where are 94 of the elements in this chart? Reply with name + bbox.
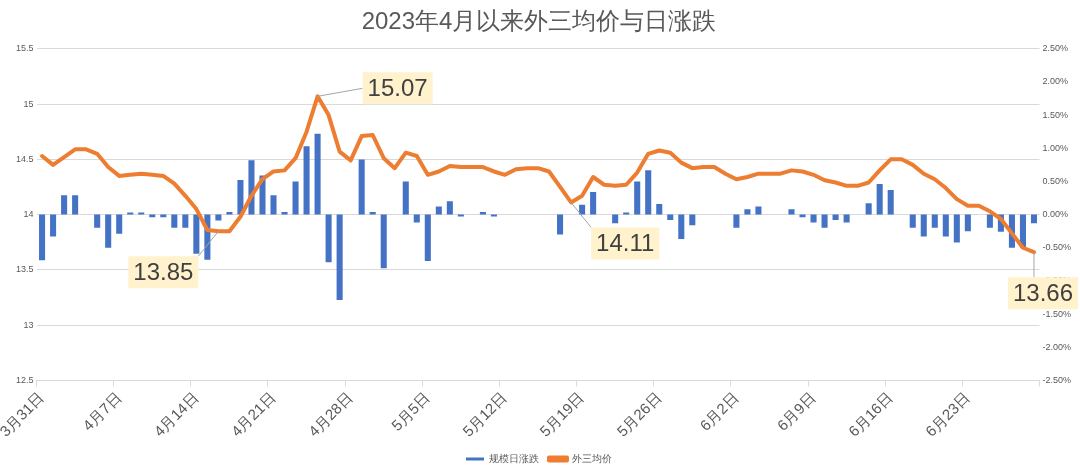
bar [314, 133, 321, 215]
bar [380, 214, 387, 269]
bar [424, 214, 431, 261]
bar [865, 203, 872, 215]
y-tick-label: 13 [23, 319, 34, 330]
bar [986, 214, 993, 228]
bar [292, 181, 299, 215]
bar [810, 214, 817, 223]
y-tick-label: 12.5 [16, 374, 34, 385]
bar [557, 214, 564, 235]
bar [72, 195, 79, 215]
bar [1030, 214, 1037, 224]
chart-title: 2023年4月以来外三均价与日涨跌 [361, 7, 717, 35]
bar [931, 214, 938, 228]
data-label: 13.85 [133, 257, 194, 285]
bar [579, 204, 586, 215]
y2-tick-label: 0.00% [1042, 209, 1069, 220]
bar [226, 211, 233, 215]
bar [237, 180, 244, 215]
bar [105, 214, 112, 248]
bar [667, 214, 674, 220]
y-tick-label: 14.5 [16, 153, 34, 164]
y2-tick-label: -2.00% [1042, 341, 1072, 352]
bar [402, 181, 409, 215]
bar [182, 214, 189, 228]
x-tick-label: 4月7日 [79, 388, 125, 434]
bar [953, 214, 960, 243]
bar [964, 214, 971, 232]
bar [788, 209, 795, 215]
y2-tick-label: 2.50% [1042, 43, 1069, 54]
x-tick-label: 6月23日 [921, 388, 973, 440]
bar [689, 214, 696, 226]
bar [446, 201, 453, 215]
bar [281, 211, 288, 215]
x-tick-label: 5月5日 [387, 388, 433, 434]
x-tick-label: 5月12日 [459, 388, 510, 440]
bar [678, 214, 685, 240]
x-tick-label: 5月26日 [613, 388, 665, 440]
data-label: 14.11 [596, 229, 655, 257]
bar [171, 214, 178, 228]
bar [876, 184, 883, 215]
bar [116, 214, 123, 234]
x-tick-label: 6月2日 [696, 388, 742, 434]
bar [193, 214, 200, 254]
bar [215, 214, 222, 221]
bar [590, 192, 597, 215]
bar [39, 214, 46, 261]
bar [645, 170, 652, 215]
y2-tick-label: -2.50% [1042, 374, 1072, 385]
bar [942, 214, 949, 237]
bar [832, 214, 839, 220]
bar [634, 181, 641, 215]
y-tick-label: 14 [23, 209, 34, 220]
bar [358, 159, 365, 215]
y2-tick-label: 0.50% [1042, 175, 1069, 186]
y-tick-label: 15.5 [16, 43, 34, 54]
bar [336, 214, 343, 301]
bar [479, 211, 486, 215]
x-tick-label: 6月9日 [773, 388, 819, 434]
bar [733, 214, 740, 228]
bar [369, 211, 376, 215]
bar [843, 214, 850, 223]
bar [744, 209, 751, 215]
bar [435, 206, 442, 215]
y2-tick-label: -1.50% [1042, 308, 1072, 319]
bar [755, 206, 762, 215]
bar [909, 214, 916, 228]
legend-label: 规模日涨跌 [489, 452, 539, 464]
bar [50, 214, 57, 237]
bar [94, 214, 101, 228]
data-label: 15.07 [367, 73, 428, 101]
bar [656, 203, 663, 215]
x-tick-label: 4月21日 [227, 388, 279, 440]
y2-tick-label: 1.50% [1042, 109, 1069, 120]
y-tick-label: 15 [23, 98, 34, 109]
bar [303, 146, 310, 215]
bar [887, 190, 894, 215]
x-tick-label: 4月14日 [150, 388, 202, 440]
bar [413, 214, 420, 223]
y2-tick-label: 1.00% [1042, 142, 1069, 153]
bar [612, 214, 619, 224]
x-tick-label: 4月28日 [304, 388, 356, 440]
bar [821, 214, 828, 228]
bar [325, 214, 332, 263]
legend-label: 外三均价 [572, 452, 612, 464]
data-label: 13.66 [1012, 278, 1073, 306]
bar [270, 195, 277, 215]
x-tick-label: 5月19日 [536, 388, 588, 440]
y-tick-label: 13.5 [16, 264, 34, 275]
x-tick-label: 6月16日 [844, 388, 896, 440]
y2-tick-label: 2.00% [1042, 76, 1069, 87]
bar [61, 195, 68, 215]
y2-tick-label: -0.50% [1042, 242, 1072, 253]
bar [920, 214, 927, 237]
